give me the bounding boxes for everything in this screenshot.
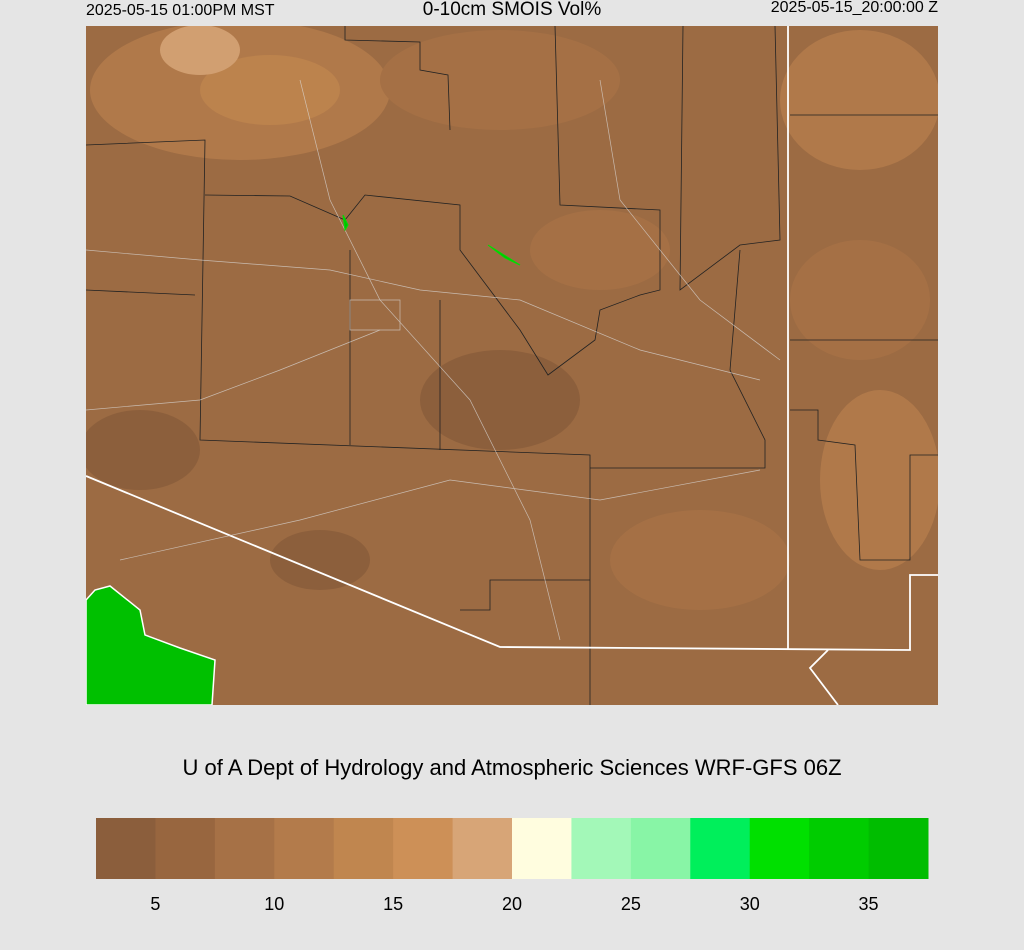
colorbar-box xyxy=(155,818,216,879)
colorbar-box xyxy=(690,818,751,879)
colorbar-tick-label: 30 xyxy=(740,894,760,914)
map-title: 0-10cm SMOIS Vol% xyxy=(423,0,602,20)
colorbar-tick-label: 35 xyxy=(859,894,879,914)
map xyxy=(86,26,938,705)
county-lines xyxy=(86,26,938,705)
wet-spots xyxy=(342,214,521,266)
colorbar-box xyxy=(749,818,810,879)
colorbar-box xyxy=(512,818,572,879)
colorbar-box xyxy=(333,818,394,879)
colorbar-tick-label: 20 xyxy=(502,894,522,914)
colorbar-box xyxy=(452,818,513,879)
colorbar-box xyxy=(274,818,335,879)
colorbar-tick-label: 10 xyxy=(264,894,284,914)
colorbar-tick-label: 25 xyxy=(621,894,641,914)
colorbar-box xyxy=(630,818,691,879)
wet-region xyxy=(86,585,216,705)
state-borders xyxy=(86,26,938,705)
colorbar-tick-label: 15 xyxy=(383,894,403,914)
colorbar-box xyxy=(809,818,870,879)
valid-time-local: 2025-05-15 01:00PM MST xyxy=(86,2,275,19)
colorbar: 5 10 15 20 25 30 35 xyxy=(96,818,929,914)
colorbar-tick-label: 5 xyxy=(150,894,160,914)
colorbar-box xyxy=(571,818,632,879)
valid-time-utc: 2025-05-15_20:00:00 Z xyxy=(771,0,938,16)
roads xyxy=(86,79,781,641)
colorbar-box xyxy=(393,818,454,879)
colorbar-box xyxy=(214,818,275,879)
caption: U of A Dept of Hydrology and Atmospheric… xyxy=(182,755,841,780)
colorbar-box xyxy=(96,818,156,879)
colorbar-box xyxy=(868,818,929,879)
moisture-blotches xyxy=(86,26,938,610)
